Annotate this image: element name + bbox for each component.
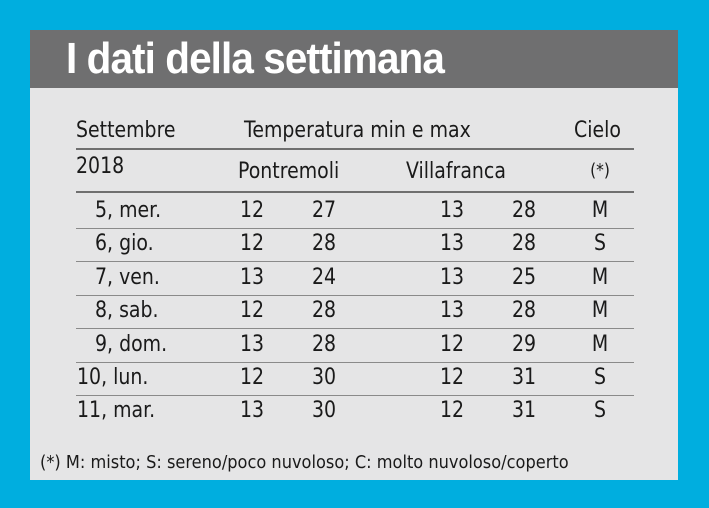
header-rule-bottom [76, 191, 634, 193]
pontremoli-max-cell: 28 [311, 298, 337, 324]
day-cell: 8, sab. [95, 298, 159, 324]
villafranca-min-cell: 13 [439, 231, 465, 257]
page-title: I dati della settimana [66, 34, 445, 83]
pontremoli-max-cell: 30 [311, 398, 337, 424]
pontremoli-min-cell: 12 [239, 298, 265, 324]
pontremoli-max-cell: 30 [311, 365, 337, 390]
pontremoli-max-cell: 28 [311, 331, 337, 357]
villafranca-min-cell: 13 [439, 298, 465, 324]
row-divider [76, 261, 634, 263]
villafranca-min-cell: 13 [439, 264, 465, 290]
day-cell: 11, mar. [77, 398, 156, 424]
header-pontremoli: Pontremoli [238, 159, 340, 184]
pontremoli-max-cell: 24 [311, 264, 337, 290]
header-villafranca: Villafranca [406, 159, 506, 184]
villafranca-min-cell: 12 [439, 365, 465, 390]
sky-cell: S [593, 231, 607, 257]
villafranca-max-cell: 25 [511, 264, 537, 290]
villafranca-min-cell: 12 [439, 331, 465, 357]
villafranca-max-cell: 31 [511, 398, 537, 424]
day-cell: 5, mer. [95, 198, 162, 223]
sky-cell: M [591, 298, 609, 324]
pontremoli-min-cell: 12 [239, 365, 265, 390]
pontremoli-min-cell: 12 [239, 198, 265, 223]
villafranca-max-cell: 31 [511, 365, 537, 390]
header-rule-top [76, 148, 634, 150]
row-divider [76, 228, 634, 229]
pontremoli-min-cell: 12 [239, 231, 265, 257]
header-year: 2018 [76, 154, 125, 179]
row-divider [76, 361, 634, 363]
pontremoli-min-cell: 13 [239, 264, 265, 290]
pontremoli-min-cell: 13 [239, 331, 265, 357]
header-sky: Cielo [574, 118, 621, 143]
header-temperature: Temperatura min e max [244, 118, 471, 143]
row-divider [76, 395, 634, 396]
day-cell: 9, dom. [95, 331, 168, 357]
title-band: I dati della settimana [30, 30, 678, 88]
pontremoli-max-cell: 27 [311, 198, 337, 223]
day-cell: 10, lun. [77, 365, 149, 390]
pontremoli-max-cell: 28 [311, 231, 337, 257]
row-divider [76, 328, 634, 330]
sky-cell: S [593, 365, 607, 390]
villafranca-max-cell: 28 [511, 198, 537, 223]
villafranca-min-cell: 12 [439, 398, 465, 424]
sky-cell: M [591, 264, 609, 290]
villafranca-min-cell: 13 [439, 198, 465, 223]
villafranca-max-cell: 28 [511, 231, 537, 257]
legend-footnote: (*) M: misto; S: sereno/poco nuvoloso; C… [40, 452, 569, 473]
header-sky-note: (*) [590, 160, 610, 181]
sky-cell: M [591, 331, 609, 357]
day-cell: 6, gio. [95, 231, 154, 257]
row-divider [76, 294, 634, 296]
villafranca-max-cell: 28 [511, 298, 537, 324]
sky-cell: S [593, 398, 607, 424]
header-month: Settembre [76, 118, 176, 143]
day-cell: 7, ven. [95, 264, 160, 290]
weather-card: I dati della settimana Settembre Tempera… [30, 30, 678, 480]
villafranca-max-cell: 29 [511, 331, 537, 357]
sky-cell: M [591, 198, 609, 223]
pontremoli-min-cell: 13 [239, 398, 265, 424]
